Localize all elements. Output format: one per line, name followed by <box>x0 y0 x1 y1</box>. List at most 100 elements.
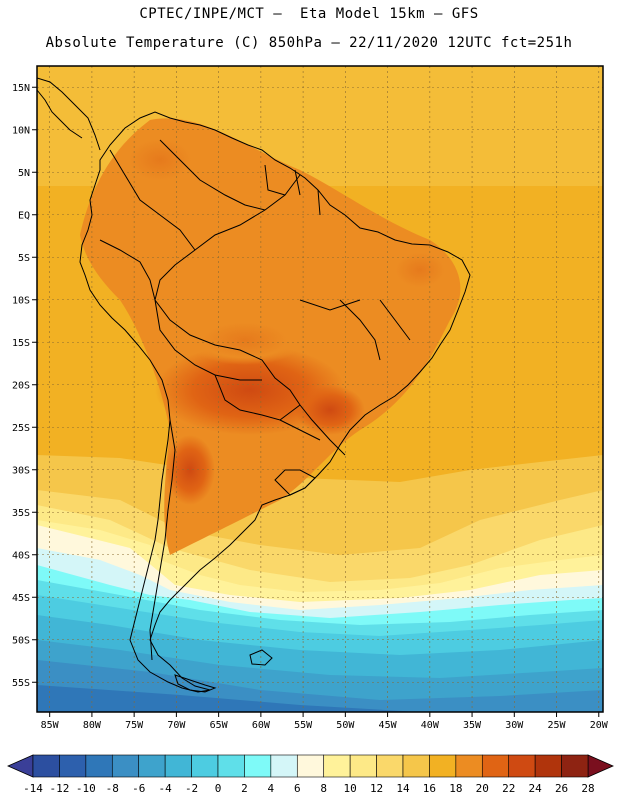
colorbar-swatch <box>534 754 562 778</box>
lon-tick-label: 20W <box>590 720 609 731</box>
border-argentina-chile <box>149 419 176 661</box>
border-paraguay <box>214 374 301 421</box>
border-guianas <box>264 164 321 216</box>
lon-tick-label: 30W <box>505 720 524 731</box>
lon-tick-label: 65W <box>210 720 229 731</box>
lat-tick-label: 45S <box>12 593 30 604</box>
colorbar-swatch <box>481 754 510 778</box>
tierra-del-fuego <box>174 674 217 693</box>
lat-tick-label: 15N <box>12 83 30 94</box>
colorbar-swatch <box>191 754 219 778</box>
lon-tick-label: 55W <box>294 720 313 731</box>
colorbar-label: 0 <box>215 782 222 795</box>
colorbar-swatch <box>270 754 298 778</box>
lon-tick-label: 75W <box>125 720 144 731</box>
colorbar-swatch <box>138 754 166 778</box>
lat-tick-label: 50S <box>12 635 30 646</box>
border-uruguay <box>274 469 316 496</box>
border-venezuela <box>159 139 266 211</box>
colorbar-swatch <box>455 754 483 778</box>
map-axes: 15N 10N 5N EQ 5S 10S 15S 20S 25S 30S 35S 40S 45S 50S 5… <box>12 83 609 731</box>
lat-tick-label: 40S <box>12 550 30 561</box>
lon-tick-label: 45W <box>379 720 398 731</box>
lon-tick-label: 60W <box>252 720 271 731</box>
colorbar-swatch <box>508 754 536 778</box>
border-bolivia <box>154 299 262 381</box>
colorbar-label: 26 <box>555 782 568 795</box>
lat-tick-label: 15S <box>12 338 30 349</box>
border-brazil-states <box>279 299 411 441</box>
field-warm-center-northeast <box>385 245 455 295</box>
border-brazil-west <box>154 174 346 456</box>
lon-tick-label: 70W <box>167 720 186 731</box>
lat-tick-label: 30S <box>12 465 30 476</box>
colorbar-low-arrow <box>7 754 34 778</box>
chart-subtitle: Absolute Temperature (C) 850hPa – 22/11/… <box>45 35 573 51</box>
falkland-islands <box>249 649 273 666</box>
lat-tick-label: 25S <box>12 423 30 434</box>
border-colombia <box>109 149 196 251</box>
colorbar-label: -4 <box>159 782 173 795</box>
lon-tick-label: 50W <box>336 720 355 731</box>
field-warm-center-bolivia <box>185 315 305 365</box>
lon-tick-label: 80W <box>83 720 102 731</box>
chart-title: CPTEC/INPE/MCT – Eta Model 15km – GFS <box>139 6 479 22</box>
colorbar-swatch <box>59 754 87 778</box>
lon-tick-label: 25W <box>548 720 567 731</box>
south-america-coastline <box>79 111 471 693</box>
colorbar-label: 18 <box>449 782 462 795</box>
colorbar-swatch <box>429 754 457 778</box>
colorbar-swatch <box>111 754 140 778</box>
field-hot-center-argentina <box>165 435 215 505</box>
field-band-minus10 <box>37 685 420 712</box>
colorbar-label: 8 <box>320 782 327 795</box>
colorbar-label: 12 <box>370 782 383 795</box>
colorbar-swatch <box>244 754 272 778</box>
colorbar-label: 20 <box>476 782 489 795</box>
temperature-field <box>37 66 603 712</box>
lon-tick-label: 40W <box>421 720 440 731</box>
central-america-coastline <box>37 77 101 151</box>
lat-tick-label: 10N <box>12 125 30 136</box>
lat-tick-label: 20S <box>12 380 30 391</box>
colorbar-label: 16 <box>423 782 436 795</box>
colorbar-label: 24 <box>529 782 543 795</box>
colorbar-label: -2 <box>185 782 198 795</box>
graticule <box>37 66 603 712</box>
colorbar-high-arrow <box>587 754 614 778</box>
colorbar-swatch <box>323 754 351 778</box>
colorbar-label: -12 <box>49 782 69 795</box>
colorbar-label: 22 <box>502 782 515 795</box>
colorbar-swatch <box>561 754 589 778</box>
map-frame <box>36 65 604 713</box>
colorbar-swatch <box>85 754 113 778</box>
lat-tick-label: 5S <box>18 253 30 264</box>
colorbar-label: -10 <box>76 782 96 795</box>
lat-tick-label: EQ <box>18 210 30 221</box>
lat-tick-label: 35S <box>12 508 30 519</box>
colorbar-label: -14 <box>23 782 43 795</box>
colorbar-label: 2 <box>241 782 248 795</box>
lon-tick-label: 85W <box>41 720 60 731</box>
colorbar-swatch <box>296 754 325 778</box>
colorbar-swatch <box>164 754 192 778</box>
colorbar-swatch <box>32 754 60 778</box>
lat-tick-label: 55S <box>12 678 30 689</box>
coastlines-and-borders <box>37 77 471 693</box>
border-peru <box>99 239 156 301</box>
colorbar-label: 28 <box>581 782 594 795</box>
lat-tick-label: 5N <box>18 168 30 179</box>
colorbar-swatch <box>217 754 245 778</box>
colorbar-swatch <box>376 754 404 778</box>
colorbar: -14 -12 -10 -8 -6 -4 -2 0 2 4 6 8 10 12 14 16 18 20 22 24 26… <box>7 754 614 795</box>
colorbar-label: -8 <box>106 782 119 795</box>
field-warm-center-north <box>115 130 205 190</box>
colorbar-label: 10 <box>344 782 357 795</box>
colorbar-swatch <box>402 754 430 778</box>
colorbar-label: 6 <box>294 782 301 795</box>
lat-tick-label: 10S <box>12 295 30 306</box>
lon-tick-label: 35W <box>463 720 482 731</box>
colorbar-swatch <box>349 754 377 778</box>
colorbar-label: -6 <box>132 782 145 795</box>
